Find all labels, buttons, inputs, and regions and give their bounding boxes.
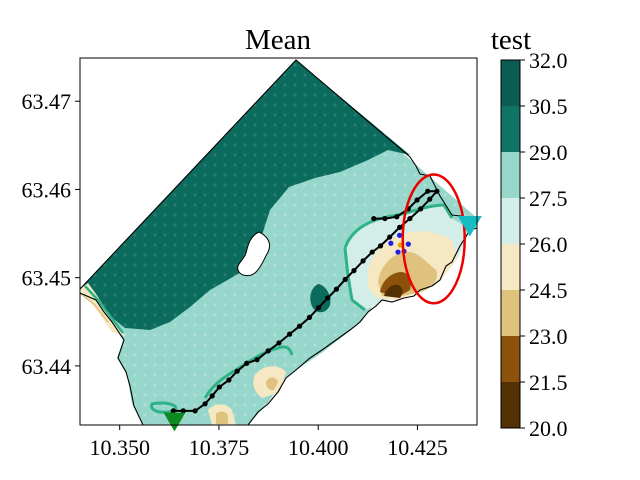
colorbar-segment bbox=[501, 106, 520, 152]
colorbar-segment bbox=[501, 382, 520, 428]
x-tick-label: 10.350 bbox=[89, 435, 150, 460]
track-node bbox=[407, 215, 413, 222]
colorbar-tick-label: 23.0 bbox=[529, 324, 568, 349]
track-node bbox=[170, 408, 176, 414]
colorbar-tick-label: 29.0 bbox=[529, 140, 568, 165]
track-node bbox=[382, 215, 388, 222]
track-node bbox=[371, 215, 377, 222]
plot-area bbox=[80, 59, 477, 425]
track-node bbox=[342, 276, 348, 283]
track-node bbox=[315, 305, 322, 311]
lobe-20 bbox=[384, 284, 403, 298]
x-axis: 10.350 10.375 10.400 10.425 bbox=[89, 425, 448, 460]
track-node bbox=[296, 323, 303, 329]
coast-strip-edge bbox=[84, 285, 124, 334]
ellipse bbox=[401, 173, 466, 305]
colorbar-tick-label: 20.0 bbox=[529, 416, 568, 441]
sample-point bbox=[388, 240, 394, 246]
sample-point bbox=[405, 241, 411, 247]
track-node bbox=[306, 314, 313, 320]
track-node bbox=[202, 401, 208, 407]
y-tick-label: 63.47 bbox=[22, 89, 72, 114]
x-tick-label: 10.425 bbox=[387, 435, 448, 460]
track-node bbox=[414, 197, 420, 203]
track-node bbox=[369, 249, 375, 255]
track-node bbox=[265, 348, 271, 354]
colorbar-tick-label: 32.0 bbox=[529, 48, 568, 73]
track-node bbox=[351, 268, 357, 274]
east-marker bbox=[457, 216, 482, 237]
sample-point bbox=[395, 249, 401, 255]
y-tick-label: 63.46 bbox=[22, 177, 72, 202]
colorbar-tick-label: 30.5 bbox=[529, 94, 568, 119]
colorbar-tick-label: 26.0 bbox=[529, 232, 568, 257]
track-node bbox=[377, 243, 384, 249]
track-node bbox=[394, 214, 400, 220]
x-tick-label: 10.400 bbox=[288, 435, 349, 460]
track-node bbox=[387, 234, 393, 240]
track-node bbox=[254, 357, 260, 363]
south-marker bbox=[163, 412, 186, 432]
colorbar: 20.0 21.5 23.0 24.5 26.0 27.5 29.0 30.5 32.0 bbox=[500, 48, 568, 441]
colorbar-tick-label: 24.5 bbox=[529, 278, 568, 303]
lower-contour bbox=[203, 345, 294, 399]
colorbar-tick-label: 27.5 bbox=[529, 186, 568, 211]
track bbox=[170, 188, 440, 414]
deep-blob bbox=[310, 284, 331, 313]
island bbox=[237, 231, 271, 277]
chart-title: Mean bbox=[245, 24, 312, 56]
plot-frame bbox=[79, 57, 478, 426]
colorbar-label: test bbox=[491, 24, 531, 56]
x-tick-label: 10.375 bbox=[189, 435, 250, 460]
track-node bbox=[244, 360, 250, 366]
track-node bbox=[180, 408, 186, 414]
colorbar-segment bbox=[501, 336, 520, 382]
track-node bbox=[192, 408, 198, 414]
track-node bbox=[226, 377, 232, 383]
colorbar-tick-label: 21.5 bbox=[529, 370, 568, 395]
sample-point bbox=[396, 232, 403, 238]
track-node bbox=[325, 295, 331, 301]
confidence-ellipse bbox=[401, 173, 466, 305]
y-tick-label: 63.44 bbox=[22, 354, 72, 379]
track-node bbox=[427, 196, 433, 202]
track-node bbox=[287, 331, 293, 337]
y-tick-label: 63.45 bbox=[22, 266, 72, 291]
deep-dots bbox=[80, 60, 410, 330]
track-node bbox=[418, 206, 424, 212]
colorbar-segment bbox=[501, 290, 520, 336]
colorbar-segment bbox=[501, 152, 520, 198]
markers bbox=[163, 216, 482, 432]
track-node bbox=[396, 224, 403, 230]
bottom-blob-inner bbox=[216, 411, 228, 424]
lower-blob-inner bbox=[266, 377, 278, 391]
track-node bbox=[209, 393, 215, 399]
colorbar-segment bbox=[501, 244, 520, 290]
colorbar-segment bbox=[501, 198, 520, 244]
track-node bbox=[234, 368, 240, 374]
track-node bbox=[434, 188, 440, 194]
coastline bbox=[80, 59, 477, 425]
y-axis: 63.44 63.45 63.46 63.47 bbox=[22, 89, 80, 379]
colorbar-segment bbox=[501, 60, 520, 106]
track-node bbox=[360, 258, 366, 264]
track-node bbox=[425, 188, 431, 194]
track-node bbox=[276, 340, 282, 346]
track-node bbox=[333, 286, 340, 292]
coast-strip-edge2 bbox=[80, 292, 109, 323]
track-node bbox=[216, 384, 222, 390]
